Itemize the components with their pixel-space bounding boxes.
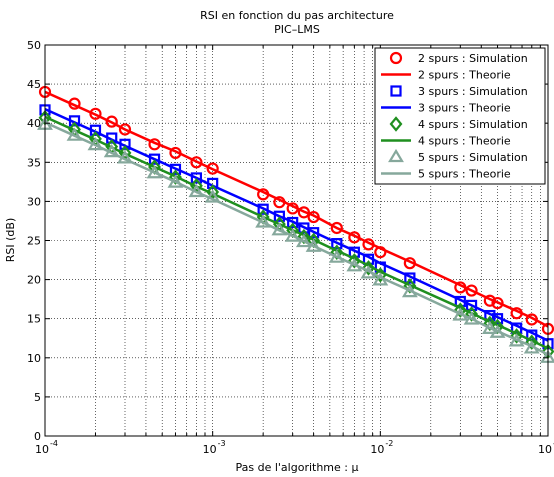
y-tick-label: 40 [27, 117, 41, 130]
legend-marker-swatch [389, 51, 403, 65]
legend-label: 5 spurs : Simulation [418, 151, 528, 164]
legend-marker-swatch [390, 85, 402, 97]
data-point [118, 123, 132, 136]
legend-marker-swatch [388, 148, 404, 163]
y-tick-label: 25 [27, 235, 41, 248]
data-point [465, 299, 478, 312]
series-2 [44, 90, 549, 328]
legend-item: 2 spurs : Simulation [389, 51, 528, 65]
series-3 [39, 104, 554, 350]
y-tick-label: 0 [34, 430, 41, 443]
data-point [148, 153, 161, 165]
y-tick-label: 15 [27, 313, 41, 326]
legend-item: 3 spurs : Theorie [381, 102, 511, 115]
legend-label: 3 spurs : Theorie [418, 102, 511, 115]
legend-label: 2 spurs : Simulation [418, 52, 528, 65]
y-tick-label: 30 [27, 195, 41, 208]
data-point [465, 284, 478, 297]
legend-label: 4 spurs : Simulation [418, 118, 528, 131]
y-tick-label: 20 [27, 274, 41, 287]
legend-label: 2 spurs : Theorie [418, 69, 511, 82]
series-line [44, 90, 549, 328]
x-tick-exponent: -2 [385, 439, 393, 448]
data-point [190, 172, 203, 184]
series-line [44, 121, 549, 356]
x-tick-label: 10 [370, 443, 384, 456]
series-8 [44, 121, 549, 356]
legend-item: 2 spurs : Theorie [381, 69, 511, 82]
legend-marker-swatch [389, 116, 403, 132]
legend-label: 5 spurs : Theorie [418, 168, 511, 181]
data-point [105, 115, 118, 128]
y-axis-label: RSI (dB) [4, 218, 17, 262]
y-tick-label: 5 [34, 391, 41, 404]
legend: 2 spurs : Simulation 2 spurs : Theorie 3 s… [374, 47, 546, 185]
series-line [44, 115, 549, 350]
x-axis-label: Pas de l'algorithme : μ [236, 461, 359, 474]
x-tick-label: 10 [203, 443, 217, 456]
y-tick-label: 50 [27, 39, 41, 52]
series-4 [44, 107, 549, 342]
legend-label: 3 spurs : Simulation [418, 85, 528, 98]
legend-item: 5 spurs : Simulation [388, 148, 528, 164]
y-tick-label: 10 [27, 352, 41, 365]
data-point [491, 296, 504, 310]
x-tick-exponent: -3 [218, 439, 226, 448]
legend-label: 4 spurs : Theorie [418, 135, 511, 148]
x-tick-label: 10 [35, 443, 49, 456]
series-line [44, 107, 549, 342]
y-tick-label: 45 [27, 78, 41, 91]
legend-item: 4 spurs : Simulation [389, 116, 528, 132]
data-point [273, 210, 285, 222]
legend-item: 5 spurs : Theorie [381, 168, 511, 181]
data-point [190, 156, 203, 169]
chart-title: RSI en fonction du pas architecture [200, 9, 394, 22]
series-6 [44, 115, 549, 350]
x-tick-label: 10 [538, 443, 552, 456]
chart-subtitle: PIC–LMS [274, 23, 320, 36]
legend-item: 4 spurs : Theorie [381, 135, 511, 148]
data-point [206, 162, 219, 175]
data-point [89, 107, 102, 120]
x-tick-exponent: -4 [50, 439, 58, 448]
y-tick-label: 35 [27, 156, 41, 169]
data-point [330, 221, 343, 235]
legend-item: 3 spurs : Simulation [390, 85, 528, 98]
